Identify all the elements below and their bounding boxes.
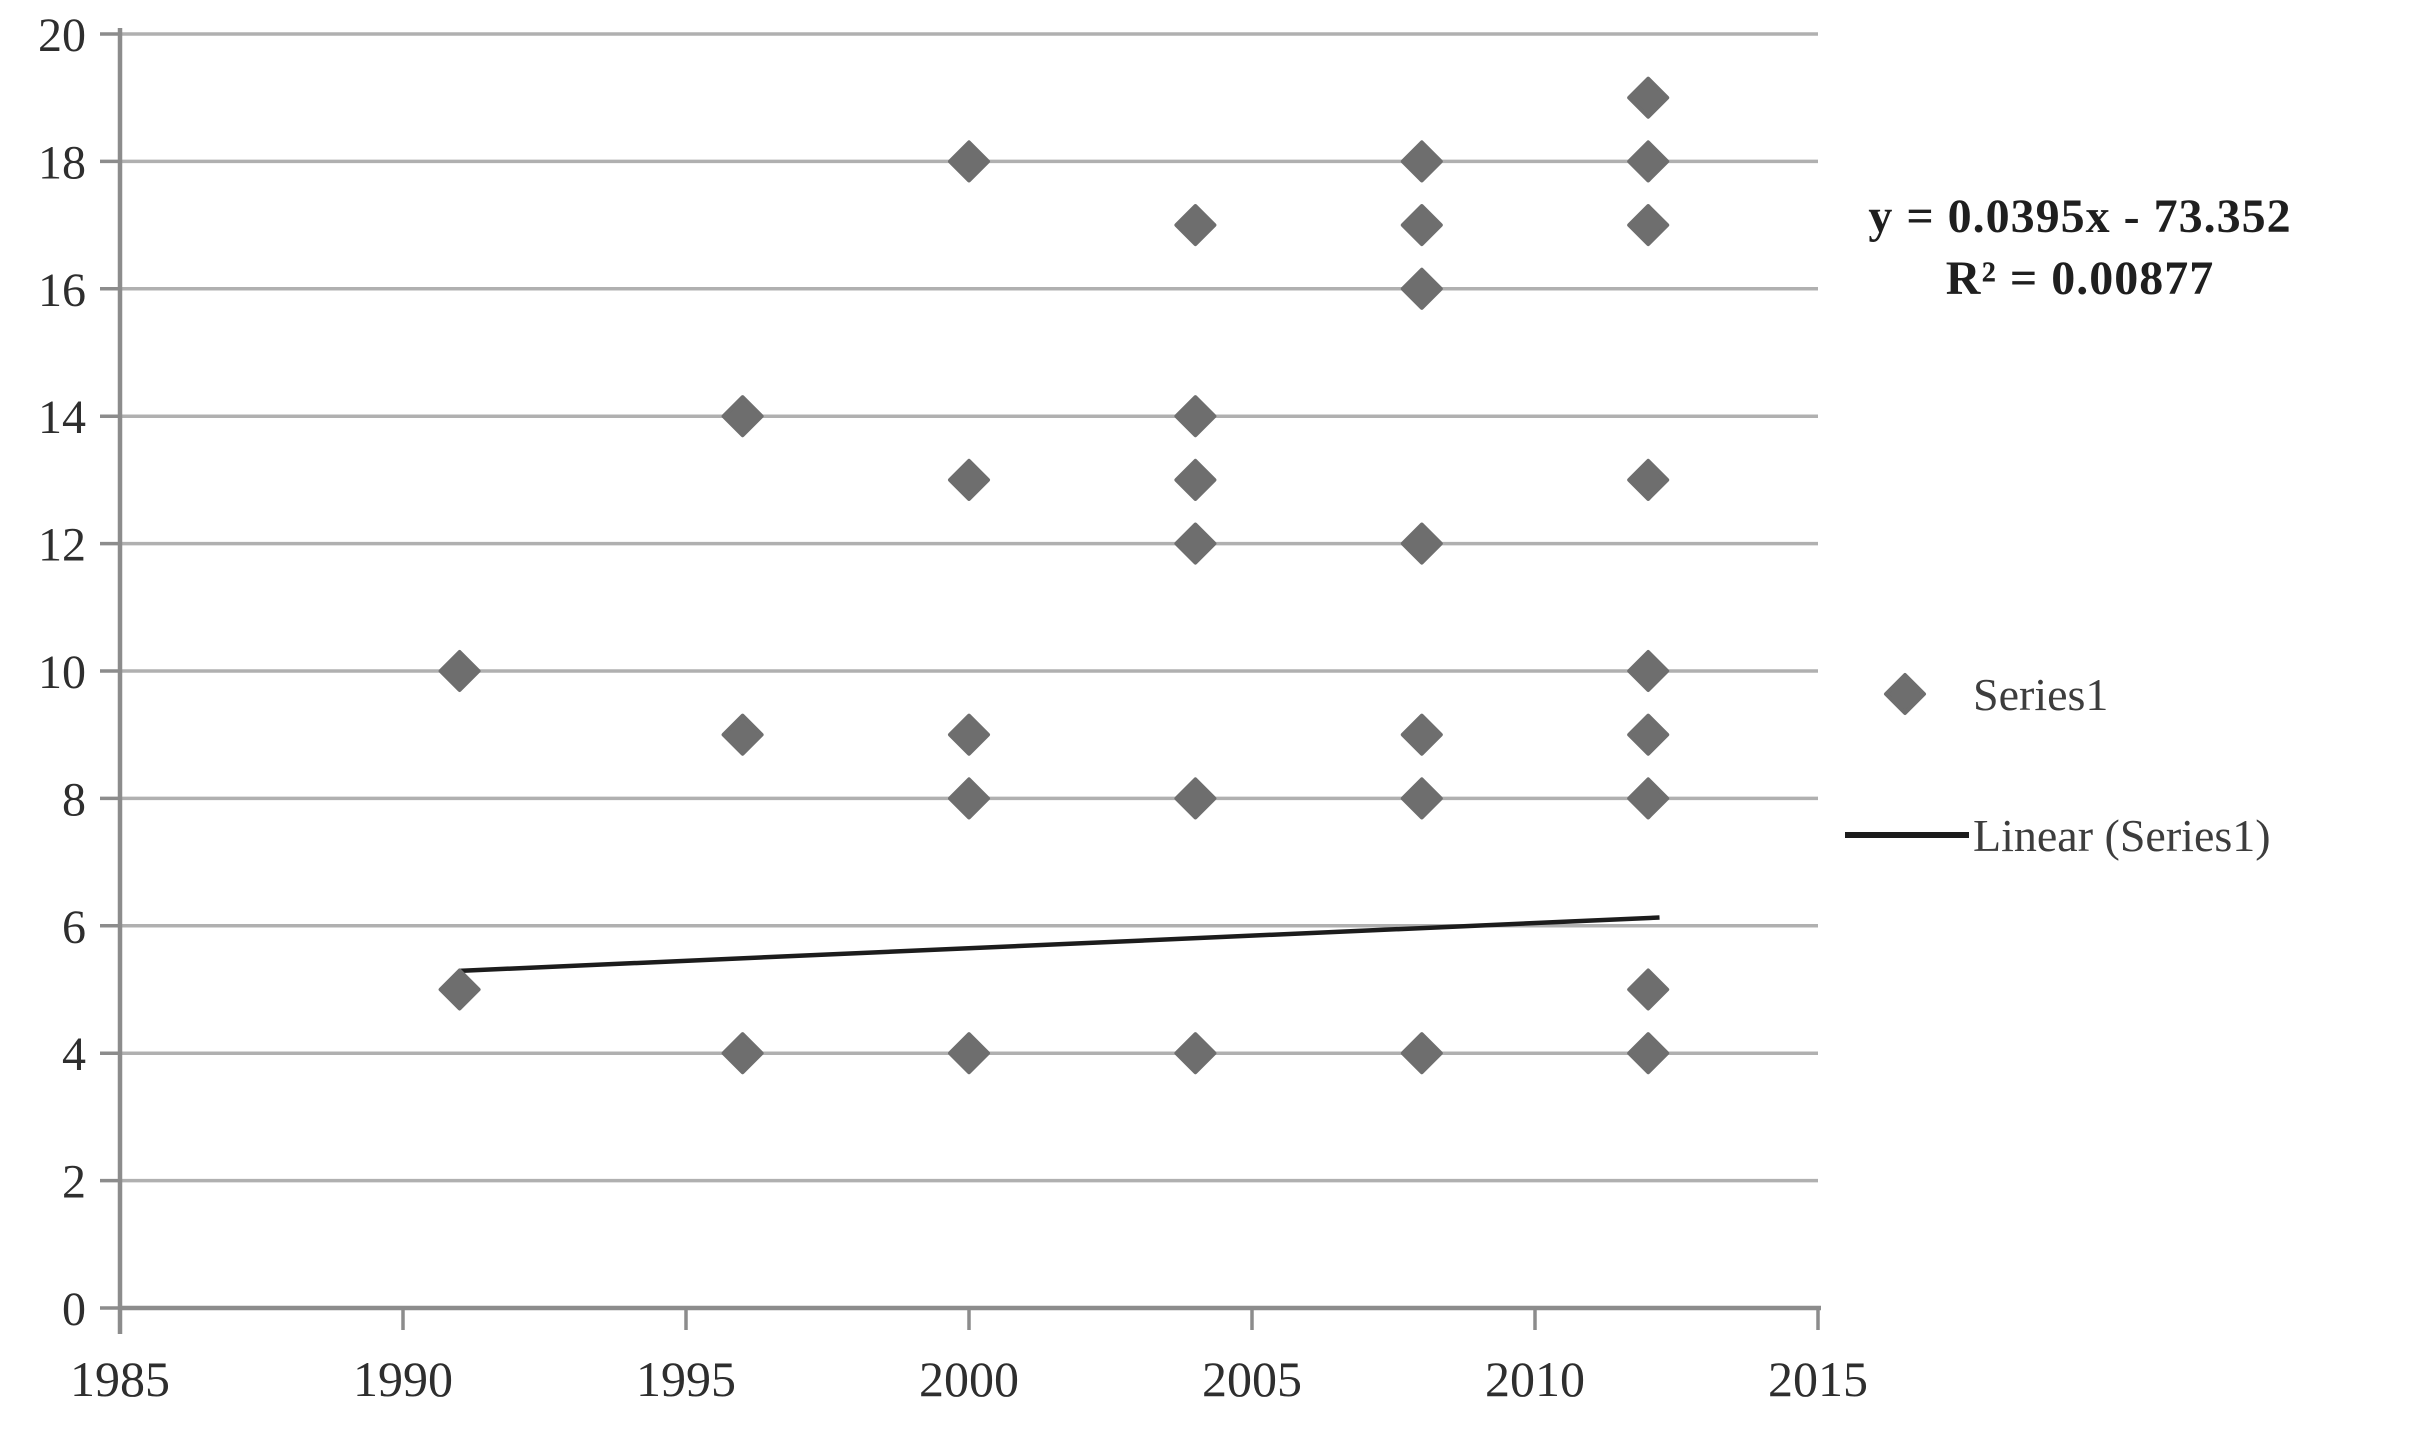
- data-point: [1400, 522, 1443, 565]
- data-point: [1174, 1032, 1217, 1075]
- x-tick-label: 2005: [1202, 1351, 1302, 1407]
- y-tick-label: 4: [62, 1028, 86, 1081]
- data-point: [948, 140, 990, 183]
- data-point: [1400, 777, 1443, 820]
- axes: [117, 28, 1821, 1334]
- linear-trendline: [459, 915, 1660, 974]
- y-tick-label: 12: [38, 519, 86, 572]
- data-point: [1627, 204, 1670, 247]
- data-point: [1400, 713, 1443, 756]
- data-point: [1627, 76, 1670, 119]
- data-point: [1627, 650, 1670, 692]
- x-tick-label: 2010: [1485, 1351, 1585, 1407]
- y-tick-label: 0: [62, 1283, 86, 1336]
- data-point: [1174, 204, 1217, 247]
- diamond-marker-icon: [1884, 673, 1926, 715]
- y-tick-label: 16: [38, 264, 86, 317]
- data-point: [1400, 140, 1443, 183]
- gridlines: [120, 32, 1818, 1183]
- trendline-equation: y = 0.0395x - 73.352 R² = 0.00877: [1795, 186, 2365, 310]
- data-point: [1627, 968, 1670, 1011]
- data-point: [721, 1032, 764, 1075]
- x-tick-label: 1995: [636, 1351, 736, 1407]
- data-point: [1174, 458, 1217, 501]
- data-point: [948, 713, 990, 756]
- legend-item-series1: Series1: [1845, 659, 2108, 729]
- y-axis-labels: 0 2 4 6 8 10 12 14 16 18 20: [38, 9, 86, 1336]
- legend-label-series1: Series1: [1973, 668, 2109, 720]
- x-tick-label: 1990: [353, 1351, 453, 1407]
- x-tick-label: 1985: [70, 1351, 170, 1407]
- equation-line2: R² = 0.00877: [1945, 252, 2215, 305]
- data-point: [1174, 395, 1217, 438]
- equation-line1: y = 0.0395x - 73.352: [1868, 190, 2292, 243]
- data-point: [1627, 777, 1670, 820]
- y-tick-label: 8: [62, 773, 86, 826]
- trendline: [459, 915, 1660, 974]
- legend-item-linear: Linear (Series1): [1845, 800, 2271, 870]
- y-tick-label: 14: [38, 391, 86, 444]
- y-tick-label: 18: [38, 136, 86, 189]
- data-point: [1627, 1032, 1670, 1075]
- data-point: [1400, 267, 1443, 310]
- data-point: [1627, 458, 1670, 501]
- data-point: [1627, 140, 1670, 183]
- x-axis-labels: 1985 1990 1995 2000 2005 2010 2015: [70, 1351, 1868, 1407]
- data-point: [721, 713, 764, 756]
- data-point: [1174, 777, 1217, 820]
- data-point: [1174, 522, 1217, 565]
- y-tick-label: 2: [62, 1156, 86, 1209]
- y-tick-label: 20: [38, 9, 86, 62]
- x-tick-label: 2015: [1768, 1351, 1868, 1407]
- data-point: [438, 968, 481, 1011]
- trendline-swatch-icon: [1845, 832, 1969, 838]
- data-point: [948, 458, 990, 501]
- data-point: [1627, 713, 1670, 756]
- data-point: [948, 1032, 990, 1075]
- data-point: [948, 777, 990, 820]
- legend-label-linear: Linear (Series1): [1973, 809, 2271, 861]
- data-point: [1400, 204, 1443, 247]
- data-point: [438, 650, 481, 692]
- x-tick-label: 2000: [919, 1351, 1019, 1407]
- y-tick-label: 6: [62, 901, 86, 954]
- data-points: [438, 76, 1670, 1075]
- tick-marks: [100, 32, 1820, 1330]
- data-point: [1400, 1032, 1443, 1075]
- y-tick-label: 10: [38, 646, 86, 699]
- data-point: [721, 395, 764, 438]
